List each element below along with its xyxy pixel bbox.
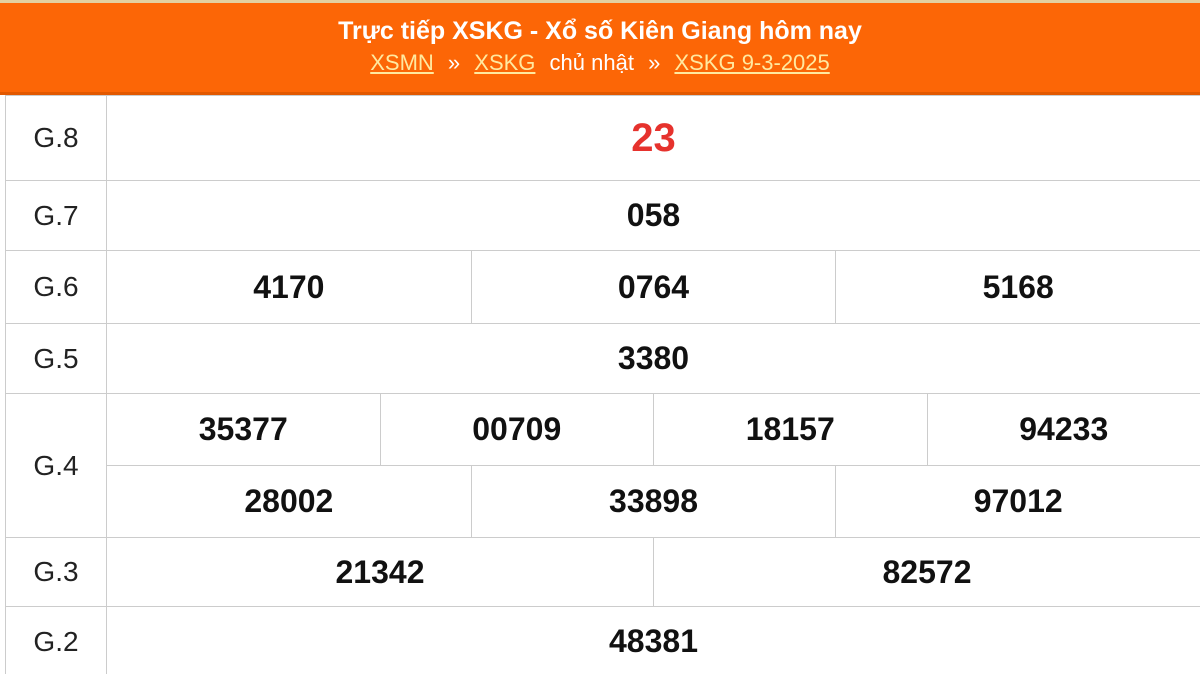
prize-subrow: 058 xyxy=(107,181,1200,250)
breadcrumb-separator: » xyxy=(447,49,461,75)
prize-row-g6: G.6 4170 0764 5168 xyxy=(6,251,1200,324)
prize-row-g7: G.7 058 xyxy=(6,181,1200,251)
prize-row-label: G.2 xyxy=(6,607,107,674)
prize-number: 4170 xyxy=(253,268,325,305)
prize-subrow: 35377 00709 18157 94233 xyxy=(107,394,1200,465)
prize-number: 48381 xyxy=(609,623,698,659)
prize-row-values: 4170 0764 5168 xyxy=(107,251,1200,323)
prize-row-values: 058 xyxy=(107,181,1200,250)
prize-number: 18157 xyxy=(653,394,927,465)
prize-subrow: 3380 xyxy=(107,324,1200,393)
breadcrumb-link-xsmn[interactable]: XSMN xyxy=(370,49,434,75)
prize-row-values: 23 xyxy=(107,96,1200,180)
breadcrumb-link-xskg[interactable]: XSKG xyxy=(474,49,536,75)
prize-number: 23 xyxy=(631,115,676,160)
prize-subrow: 4170 0764 5168 xyxy=(107,251,1200,323)
prize-row-label: G.5 xyxy=(6,324,107,393)
prize-row-label: G.8 xyxy=(6,96,107,180)
prize-subrow: 23 xyxy=(107,96,1200,180)
prize-row-values: 3380 xyxy=(107,324,1200,393)
prize-number: 28002 xyxy=(244,483,334,519)
prize-number: 97012 xyxy=(835,466,1200,537)
prize-number: 35377 xyxy=(198,411,288,447)
prize-number: 82572 xyxy=(653,538,1200,606)
prize-number: 94233 xyxy=(926,394,1200,465)
prize-number: 3380 xyxy=(617,340,690,376)
prize-row-g2: G.2 48381 xyxy=(6,607,1200,674)
breadcrumb: XSMN » XSKG chủ nhật » XSKG 9-3-2025 xyxy=(366,50,834,76)
page-title: Trực tiếp XSKG - Xổ số Kiên Giang hôm na… xyxy=(338,16,862,45)
lottery-header: Trực tiếp XSKG - Xổ số Kiên Giang hôm na… xyxy=(0,0,1200,95)
prize-row-label: G.6 xyxy=(6,251,107,323)
prize-row-values: 35377 00709 18157 94233 28002 33898 97012 xyxy=(107,394,1200,537)
prize-subrow: 28002 33898 97012 xyxy=(107,465,1200,537)
prize-row-g8: G.8 23 xyxy=(6,96,1200,181)
prize-number: 33898 xyxy=(470,466,836,537)
prize-subrow: 48381 xyxy=(107,607,1200,674)
breadcrumb-link-date[interactable]: XSKG 9-3-2025 xyxy=(674,49,830,75)
prize-row-values: 48381 xyxy=(107,607,1200,674)
prize-row-label: G.3 xyxy=(6,538,107,606)
prize-number: 5168 xyxy=(835,251,1200,323)
prize-row-label: G.4 xyxy=(6,394,107,537)
prize-row-g5: G.5 3380 xyxy=(6,324,1200,394)
prize-number: 21342 xyxy=(335,553,425,590)
prize-row-label: G.7 xyxy=(6,181,107,250)
prize-row-values: 21342 82572 xyxy=(107,538,1200,606)
prize-number: 00709 xyxy=(379,394,654,465)
breadcrumb-text-weekday: chủ nhật xyxy=(549,49,634,75)
prize-number: 058 xyxy=(626,197,681,233)
results-table: G.8 23 G.7 058 G.6 4170 0764 5168 G.5 3380 G.4 3537… xyxy=(5,95,1200,674)
breadcrumb-separator: » xyxy=(648,49,661,75)
prize-number: 0764 xyxy=(470,251,836,323)
prize-subrow: 21342 82572 xyxy=(107,538,1200,606)
prize-row-g4: G.4 35377 00709 18157 94233 28002 33898 97012 xyxy=(6,394,1200,538)
prize-row-g3: G.3 21342 82572 xyxy=(6,538,1200,607)
